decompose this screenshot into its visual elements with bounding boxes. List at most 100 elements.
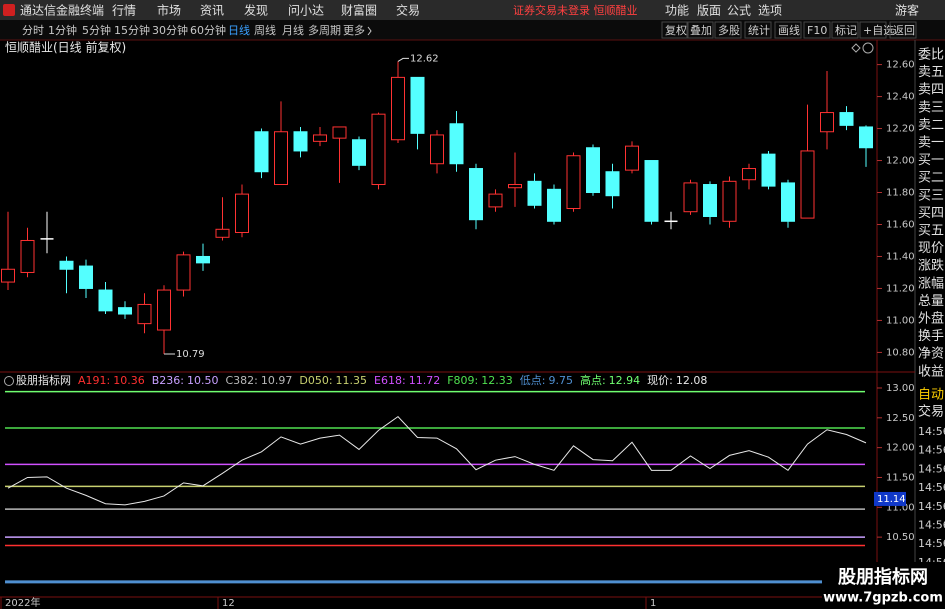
candle-body <box>586 147 600 194</box>
tool-button[interactable] <box>686 21 714 39</box>
menu-item[interactable]: 市场 <box>157 3 181 18</box>
candle-body <box>820 112 834 133</box>
level-name: 高点: <box>580 373 606 387</box>
level-value: 10.36 <box>113 374 145 387</box>
tool-label[interactable]: 返回 <box>893 24 915 37</box>
tool-button[interactable] <box>803 21 831 39</box>
menu-item[interactable]: 版面 <box>697 4 721 18</box>
high-annotation: 12.62 <box>410 53 439 64</box>
candle-body <box>313 134 327 142</box>
marker-label: 11.14 <box>877 494 906 505</box>
candle-body <box>508 184 522 189</box>
tool-button[interactable] <box>859 21 887 39</box>
y-tick-label: 10.50 <box>886 532 915 543</box>
period-tab[interactable]: 30分钟 <box>152 23 188 37</box>
user[interactable]: 游客 <box>895 3 919 18</box>
y-tick-label: 12.00 <box>886 443 915 454</box>
level-name: D050: <box>299 374 332 387</box>
candle-body <box>722 180 737 222</box>
candle-body <box>839 112 854 126</box>
quote-label: 买四 <box>918 206 944 221</box>
tool-button[interactable] <box>831 21 859 39</box>
tool-label[interactable]: 标记 <box>835 23 857 37</box>
y-tick-label: 12.20 <box>886 124 915 135</box>
period-tab[interactable]: 分时 <box>22 24 44 37</box>
quote-label: 涨幅 <box>918 276 944 291</box>
period-tab[interactable]: 更多 <box>343 23 365 37</box>
y-tick-label: 12.40 <box>886 92 915 103</box>
candle-body <box>859 126 873 149</box>
candle-body <box>566 155 581 210</box>
period-tab[interactable]: 60分钟 <box>190 23 226 37</box>
level-value: 9.75 <box>548 374 573 387</box>
candle-body <box>332 126 347 139</box>
menu-item[interactable]: 功能 <box>665 4 689 18</box>
time-label: 14:56 <box>918 481 945 494</box>
tool-label[interactable]: 叠加 <box>690 24 712 37</box>
period-tab[interactable]: 多周期 <box>308 23 341 37</box>
period-tab[interactable]: 周线 <box>254 23 276 37</box>
candle-body <box>20 239 35 273</box>
marker-box <box>874 491 906 506</box>
period-tab[interactable]: 日线 <box>228 23 250 37</box>
candle-body <box>274 131 288 186</box>
candle-body <box>683 182 698 213</box>
low-annotation: 10.79 <box>176 349 205 360</box>
period-tab[interactable]: 1分钟 <box>48 23 77 37</box>
level-value: 10.97 <box>261 374 293 387</box>
level-name: 低点: <box>520 374 546 387</box>
time-label: 14:56 <box>918 444 945 457</box>
menu-item[interactable]: 资讯 <box>200 4 224 18</box>
menu-item[interactable]: 行情 <box>112 4 136 18</box>
level-name: A191: <box>78 374 110 387</box>
candle-body <box>625 145 639 171</box>
tool-label[interactable]: 多股 <box>718 23 740 37</box>
tool-button[interactable] <box>774 21 802 39</box>
login-notice[interactable]: 证券交易未登录 恒顺醋业 <box>513 3 638 17</box>
candle-body <box>430 134 444 165</box>
date-label: 12 <box>222 598 235 609</box>
candle-body <box>371 113 386 186</box>
candle-body <box>137 303 152 325</box>
menu-item[interactable]: 财富圈 <box>341 3 377 18</box>
candle-body <box>410 76 425 134</box>
y-tick-label: 11.40 <box>886 251 915 262</box>
tool-label[interactable]: F10 <box>807 24 827 37</box>
candle-body <box>605 171 620 197</box>
time-label: 14:56 <box>918 500 945 513</box>
menu-item[interactable]: 发现 <box>244 3 268 18</box>
y-tick-label: 11.60 <box>886 219 915 230</box>
tool-button[interactable] <box>661 21 689 39</box>
tool-label[interactable]: 画线 <box>778 23 800 37</box>
period-tab[interactable]: 15分钟 <box>114 23 150 37</box>
candle-body <box>761 153 776 187</box>
y-tick-label: 12.60 <box>886 60 915 71</box>
candle-body <box>196 255 210 264</box>
candle-body <box>293 131 308 152</box>
mode-label[interactable]: 自动 <box>918 388 944 403</box>
menu-item[interactable]: 交易 <box>396 3 420 18</box>
tool-button[interactable] <box>744 21 772 39</box>
y-tick-label: 10.80 <box>886 347 915 358</box>
y-tick-label: 13.00 <box>886 383 915 394</box>
tool-label[interactable]: +自选 <box>863 24 894 37</box>
watermark-bg <box>822 562 945 609</box>
mode-label[interactable]: 交易 <box>918 404 944 420</box>
menu-item[interactable]: 公式 <box>727 4 751 18</box>
tool-label[interactable]: 复权 <box>665 23 687 37</box>
time-label: 14:56 <box>918 537 945 550</box>
more-chevron <box>367 26 372 36</box>
tool-label[interactable]: 统计 <box>748 24 770 37</box>
period-tab[interactable]: 5分钟 <box>82 23 111 37</box>
period-tab[interactable]: 月线 <box>282 23 304 37</box>
candle-body <box>1 268 15 283</box>
time-label: 14:56 <box>918 425 945 438</box>
quote-label: 总量 <box>918 294 944 309</box>
level-name: C382: <box>225 374 257 387</box>
tool-button[interactable] <box>714 21 742 39</box>
menu-item[interactable]: 选项 <box>758 4 782 18</box>
time-label: 14:56 <box>918 519 945 532</box>
menu-item[interactable]: 问小达 <box>288 4 324 18</box>
tool-button[interactable] <box>889 21 917 39</box>
current-value: 12.08 <box>676 374 708 387</box>
